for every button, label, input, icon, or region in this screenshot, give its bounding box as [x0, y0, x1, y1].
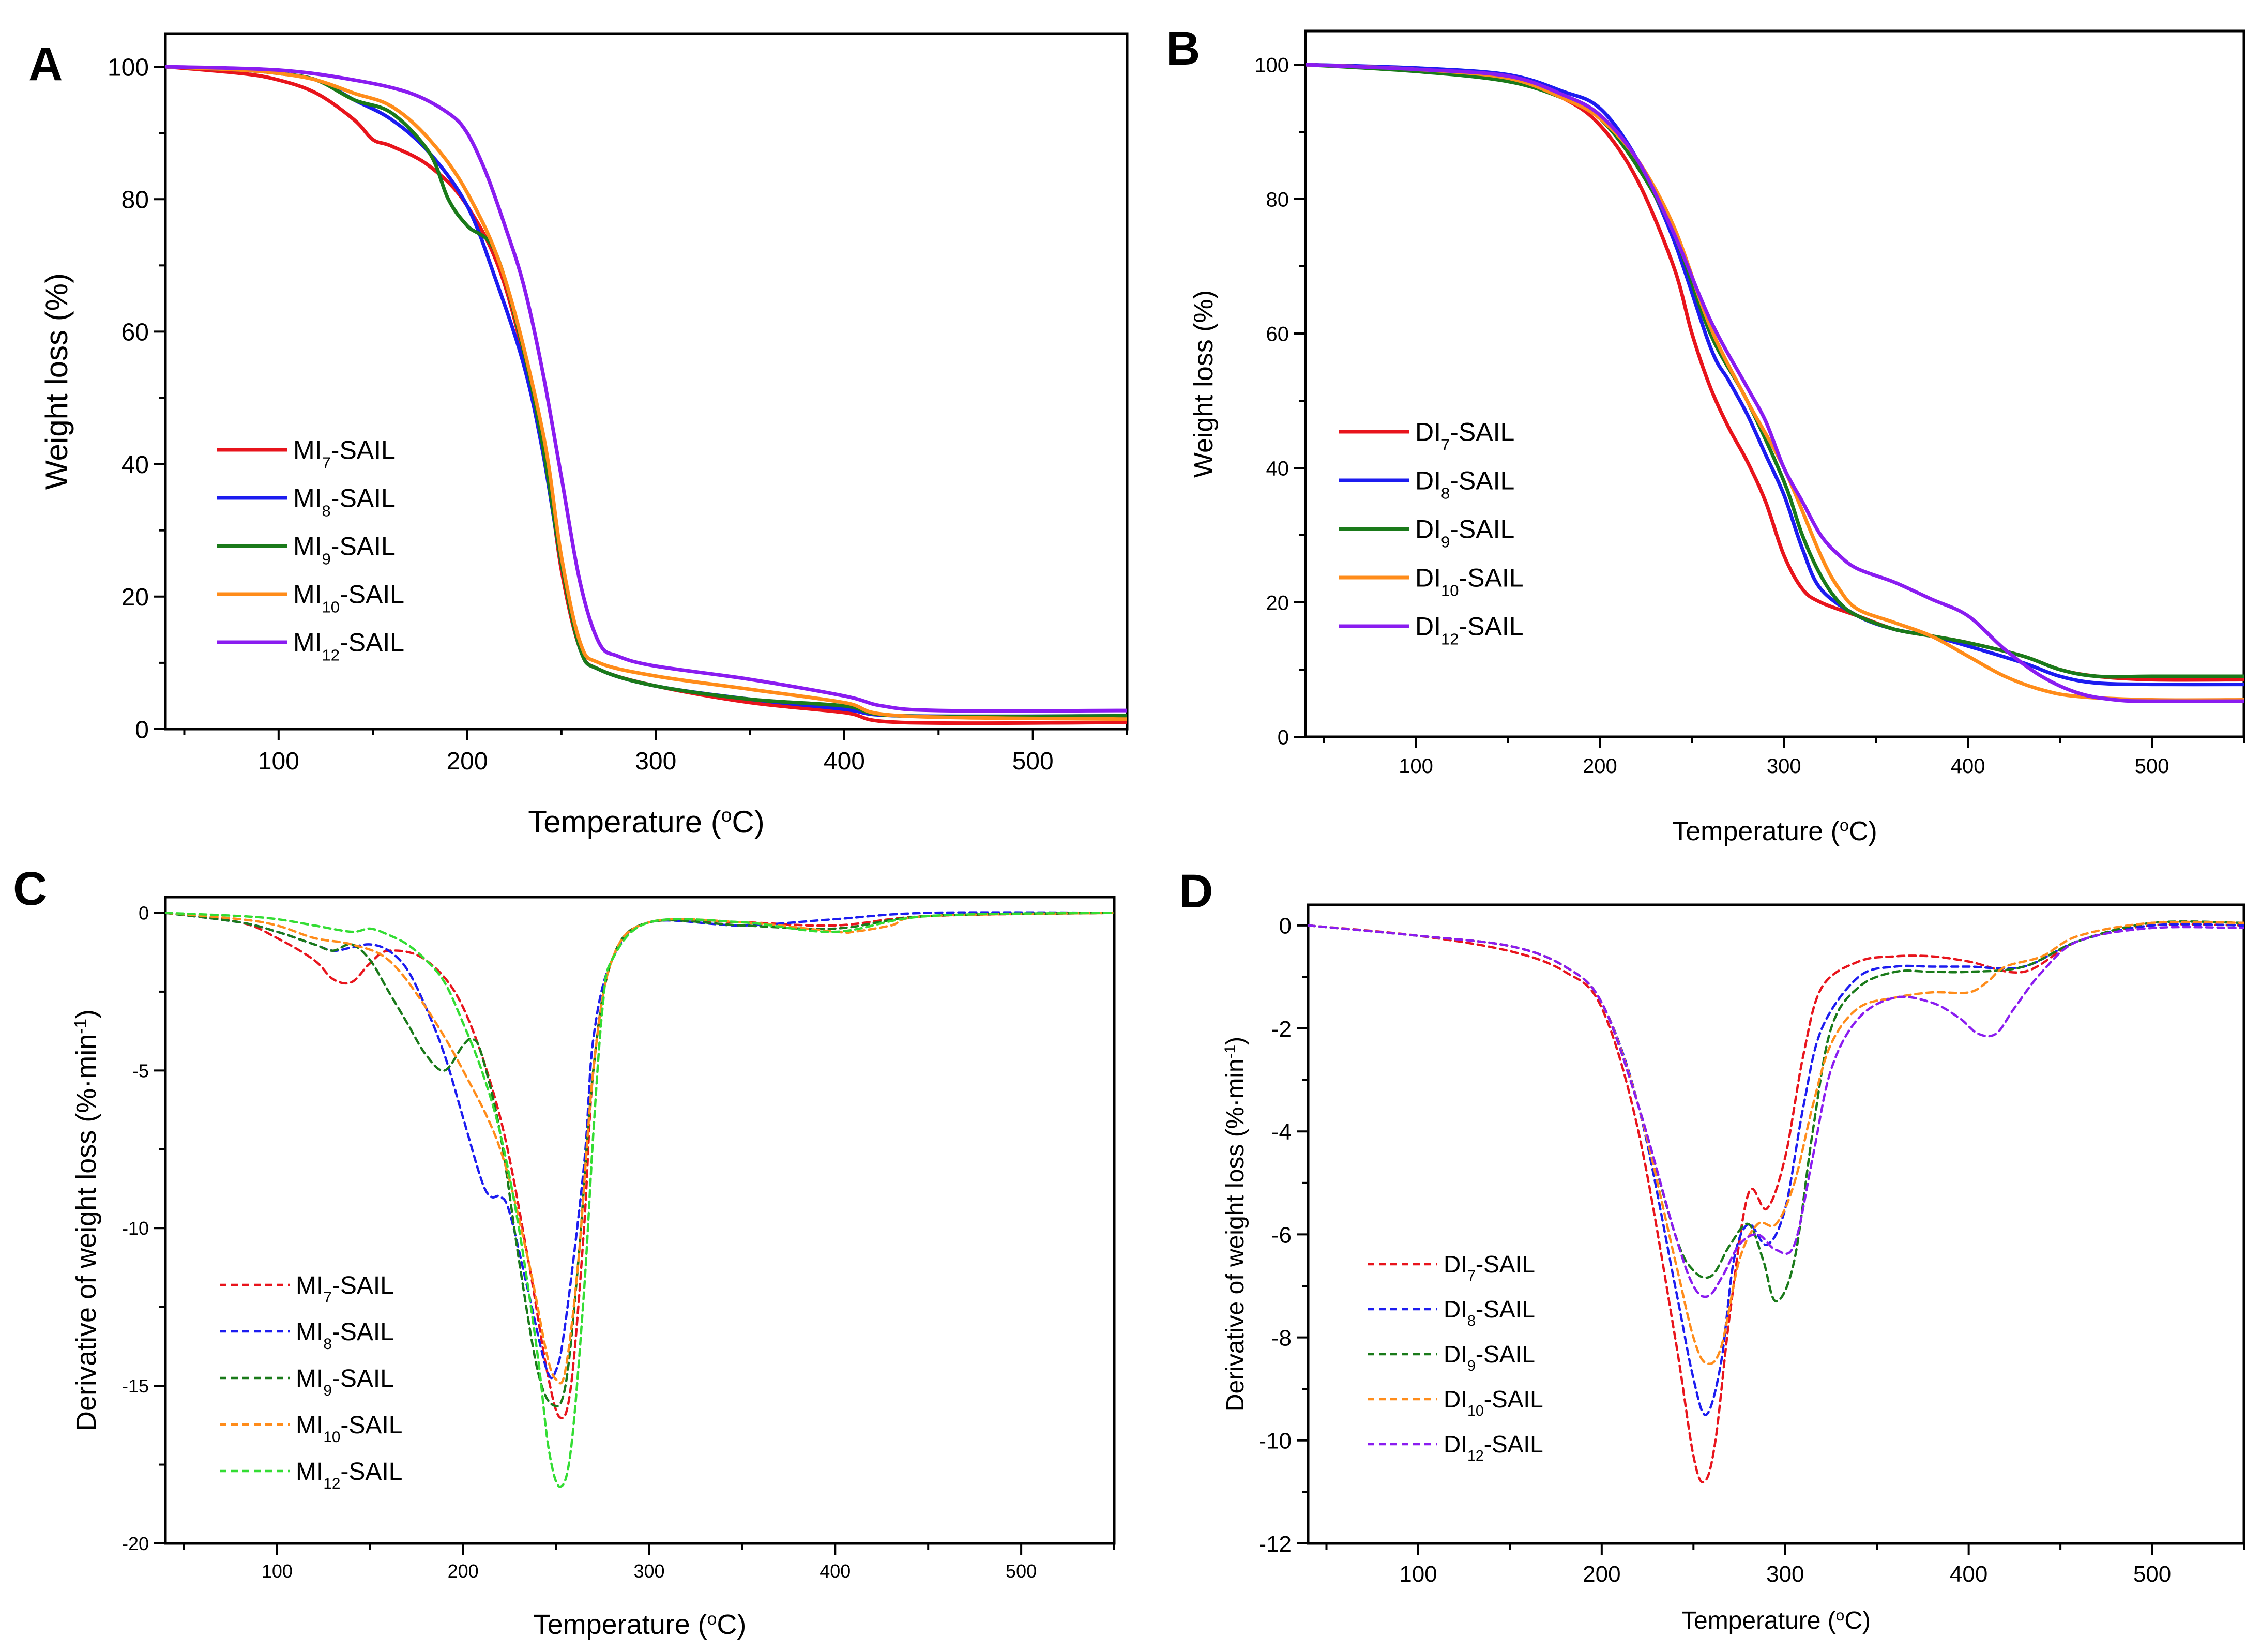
- y-axis-title-c: Derivative of weight loss (%·min-1): [71, 1009, 102, 1431]
- panel-letter-d: D: [1179, 865, 1213, 918]
- x-tick-label-c-400: 400: [820, 1560, 851, 1582]
- panel-letter-c: C: [13, 862, 47, 915]
- series-line-a-mi12-sail: [165, 65, 1127, 713]
- series-line-b-di8-sail: [1306, 63, 2244, 687]
- y-tick-label-a-0: 0: [135, 716, 149, 744]
- series-line-a-mi9-sail: [165, 65, 1127, 719]
- legend-label-c-mi10-sail: MI10-SAIL: [296, 1412, 402, 1446]
- x-tick-label-a-200: 200: [446, 748, 488, 775]
- x-tick-label-d-100: 100: [1399, 1562, 1437, 1587]
- x-tick-label-d-500: 500: [2133, 1562, 2171, 1587]
- x-tick-label-b-100: 100: [1399, 755, 1433, 778]
- legend-label-c-mi8-sail: MI8-SAIL: [296, 1318, 394, 1353]
- y-tick-label-d--4: -4: [1271, 1119, 1292, 1145]
- x-tick-label-d-400: 400: [1950, 1562, 1987, 1587]
- y-tick-label-b-80: 80: [1266, 188, 1289, 211]
- x-tick-label-a-300: 300: [635, 748, 676, 775]
- y-tick-label-b-40: 40: [1266, 457, 1289, 480]
- panel-a: 100 200 300 400 500 0 20 40 60 80 100 Temperature (…: [28, 32, 1129, 839]
- x-tick-label-c-100: 100: [262, 1560, 293, 1582]
- legend-label-c-mi7-sail: MI7-SAIL: [296, 1272, 394, 1306]
- legend-label-b-di12-sail: DI12-SAIL: [1415, 612, 1524, 648]
- legend-label-d-di8-sail: DI8-SAIL: [1444, 1296, 1535, 1329]
- legend-label-d-di7-sail: DI7-SAIL: [1444, 1251, 1535, 1284]
- panel-b: 100 200 300 400 500 0 20 40 60 80 100 Temperature (…: [1166, 22, 2245, 846]
- y-tick-label-d--6: -6: [1271, 1222, 1292, 1248]
- series-line-d-di12-sail: [1308, 924, 2244, 1298]
- series-line-c-mi10-sail: [165, 912, 1114, 1385]
- y-tick-label-d--12: -12: [1258, 1532, 1292, 1557]
- y-axis-title-d: Derivative of weight loss (%·min-1): [1222, 1037, 1250, 1412]
- plot-frame-d: [1307, 903, 2245, 1545]
- legend-label-a-mi9-sail: MI9-SAIL: [293, 532, 396, 568]
- series-line-d-di9-sail: [1308, 920, 2244, 1303]
- series-line-d-di8-sail: [1308, 923, 2244, 1416]
- legend-label-d-di10-sail: DI10-SAIL: [1444, 1386, 1543, 1419]
- legend-label-a-mi8-sail: MI8-SAIL: [293, 484, 396, 520]
- y-tick-label-a-60: 60: [122, 319, 149, 346]
- legend-label-b-di9-sail: DI9-SAIL: [1415, 515, 1514, 551]
- legend-label-a-mi12-sail: MI12-SAIL: [293, 628, 404, 664]
- panel-letter-a: A: [28, 38, 63, 90]
- y-tick-label-a-20: 20: [122, 584, 149, 611]
- x-tick-label-c-300: 300: [633, 1560, 664, 1582]
- legend-label-b-di7-sail: DI7-SAIL: [1415, 418, 1514, 454]
- plot-frame-c: [164, 896, 1116, 1545]
- x-tick-label-a-500: 500: [1012, 748, 1054, 775]
- y-tick-label-d--2: -2: [1271, 1017, 1292, 1042]
- y-tick-label-c--15: -15: [122, 1375, 149, 1397]
- y-tick-label-d--8: -8: [1271, 1325, 1292, 1351]
- legend-label-b-di10-sail: DI10-SAIL: [1415, 564, 1524, 600]
- y-tick-label-d-0: 0: [1279, 914, 1292, 939]
- x-tick-label-b-200: 200: [1583, 755, 1617, 778]
- x-tick-label-a-100: 100: [258, 748, 299, 775]
- y-tick-label-a-100: 100: [108, 54, 149, 81]
- panel-letter-b: B: [1166, 22, 1200, 75]
- y-tick-label-b-100: 100: [1254, 54, 1289, 77]
- series-line-a-mi10-sail: [165, 65, 1127, 721]
- x-tick-label-d-300: 300: [1766, 1562, 1804, 1587]
- series-line-b-di12-sail: [1306, 63, 2244, 703]
- y-tick-label-c--10: -10: [122, 1218, 149, 1239]
- x-tick-label-b-300: 300: [1767, 755, 1801, 778]
- x-axis-title-a: Temperature (oC): [528, 804, 764, 839]
- plot-frame-a: [164, 32, 1129, 731]
- x-tick-label-c-200: 200: [448, 1560, 479, 1582]
- x-axis-title-b: Temperature (oC): [1672, 816, 1877, 846]
- legend-label-c-mi9-sail: MI9-SAIL: [296, 1365, 394, 1399]
- x-tick-label-c-500: 500: [1006, 1560, 1037, 1582]
- x-tick-label-d-200: 200: [1583, 1562, 1620, 1587]
- y-tick-label-c-0: 0: [139, 902, 149, 923]
- legend-label-a-mi10-sail: MI10-SAIL: [293, 580, 404, 616]
- x-tick-label-b-400: 400: [1951, 755, 1985, 778]
- x-tick-label-a-400: 400: [824, 748, 865, 775]
- y-tick-label-a-80: 80: [122, 187, 149, 214]
- y-axis-title-b: Weight loss (%): [1189, 290, 1219, 478]
- y-tick-label-c--20: -20: [122, 1533, 149, 1554]
- y-tick-label-c--5: -5: [132, 1060, 149, 1081]
- y-tick-label-b-60: 60: [1266, 323, 1289, 345]
- legend-label-d-di12-sail: DI12-SAIL: [1444, 1431, 1543, 1464]
- x-axis-title-c: Temperature (oC): [534, 1609, 747, 1640]
- legend-label-d-di9-sail: DI9-SAIL: [1444, 1341, 1535, 1374]
- legend-label-b-di8-sail: DI8-SAIL: [1415, 466, 1514, 503]
- y-tick-label-a-40: 40: [122, 451, 149, 479]
- series-line-c-mi9-sail: [165, 912, 1114, 1408]
- x-tick-label-b-500: 500: [2135, 755, 2169, 778]
- series-line-c-mi12-sail: [165, 912, 1114, 1488]
- panel-d: 100 200 300 400 500 0 -2 -4 -6 -8 -10 -12 Temperatur…: [1179, 865, 2245, 1635]
- y-tick-label-b-20: 20: [1266, 592, 1289, 614]
- panel-c: 100 200 300 400 500 0 -5 -10 -15 -20 Temperature (…: [13, 862, 1116, 1640]
- y-tick-label-b-0: 0: [1278, 726, 1289, 749]
- y-axis-title-a: Weight loss (%): [39, 273, 74, 490]
- legend-label-a-mi7-sail: MI7-SAIL: [293, 436, 396, 472]
- legend-label-c-mi12-sail: MI12-SAIL: [296, 1458, 402, 1492]
- plot-frame-b: [1304, 29, 2245, 738]
- x-axis-title-d: Temperature (oC): [1681, 1607, 1871, 1635]
- y-tick-label-d--10: -10: [1258, 1429, 1292, 1454]
